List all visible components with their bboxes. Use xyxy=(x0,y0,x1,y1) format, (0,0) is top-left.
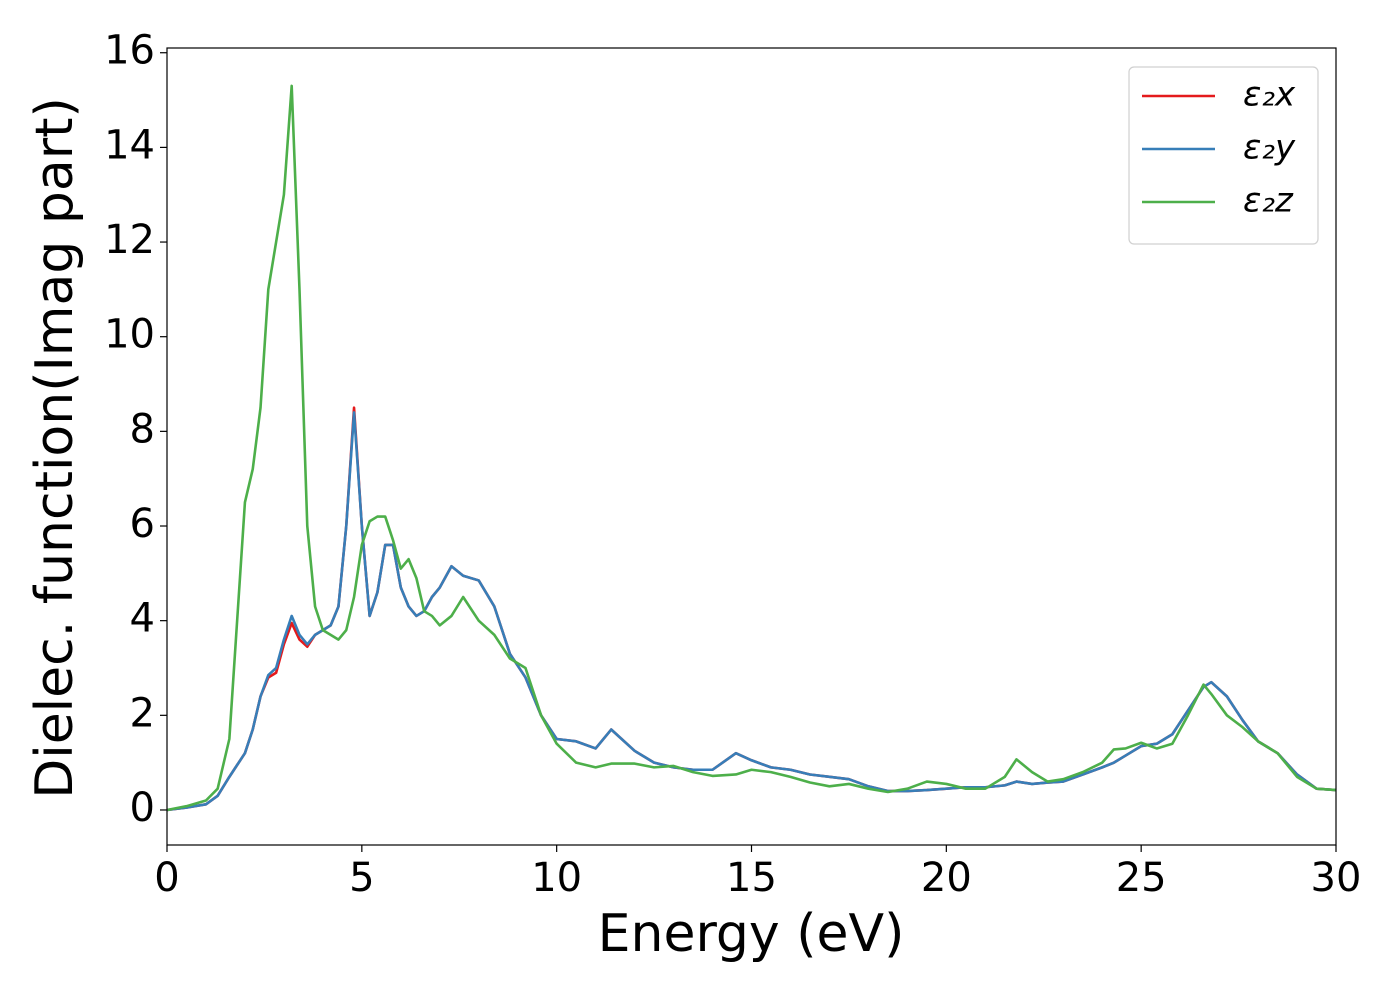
y-tick-label: 10 xyxy=(104,312,155,358)
y-tick-label: 6 xyxy=(130,501,155,547)
series-line xyxy=(166,84,1337,812)
plot-frame xyxy=(166,47,1337,846)
y-axis-label: Dielec. function(Imag part) xyxy=(25,97,85,799)
y-tick-label: 4 xyxy=(130,596,155,642)
x-tick-label: 20 xyxy=(921,855,972,901)
y-tick-label: 8 xyxy=(130,406,155,452)
x-tick-label: 25 xyxy=(1116,855,1167,901)
series-line xyxy=(166,411,1337,812)
x-tick-label: 0 xyxy=(154,855,179,901)
x-tick-label: 5 xyxy=(349,855,374,901)
legend-box xyxy=(1128,66,1319,245)
y-tick-label: 14 xyxy=(104,122,155,168)
legend-label: ε₂x xyxy=(1243,75,1296,115)
y-tick-label: 0 xyxy=(130,785,155,831)
x-tick-label: 15 xyxy=(726,855,777,901)
x-axis-label: Energy (eV) xyxy=(598,904,905,964)
series-line xyxy=(166,406,1337,812)
y-tick-label: 12 xyxy=(104,217,155,263)
x-tick-label: 10 xyxy=(531,855,582,901)
legend-label: ε₂z xyxy=(1243,181,1294,221)
y-tick-label: 16 xyxy=(104,28,155,74)
legend-label: ε₂y xyxy=(1243,128,1296,168)
y-tick-label: 2 xyxy=(130,690,155,736)
x-tick-label: 30 xyxy=(1311,855,1362,901)
